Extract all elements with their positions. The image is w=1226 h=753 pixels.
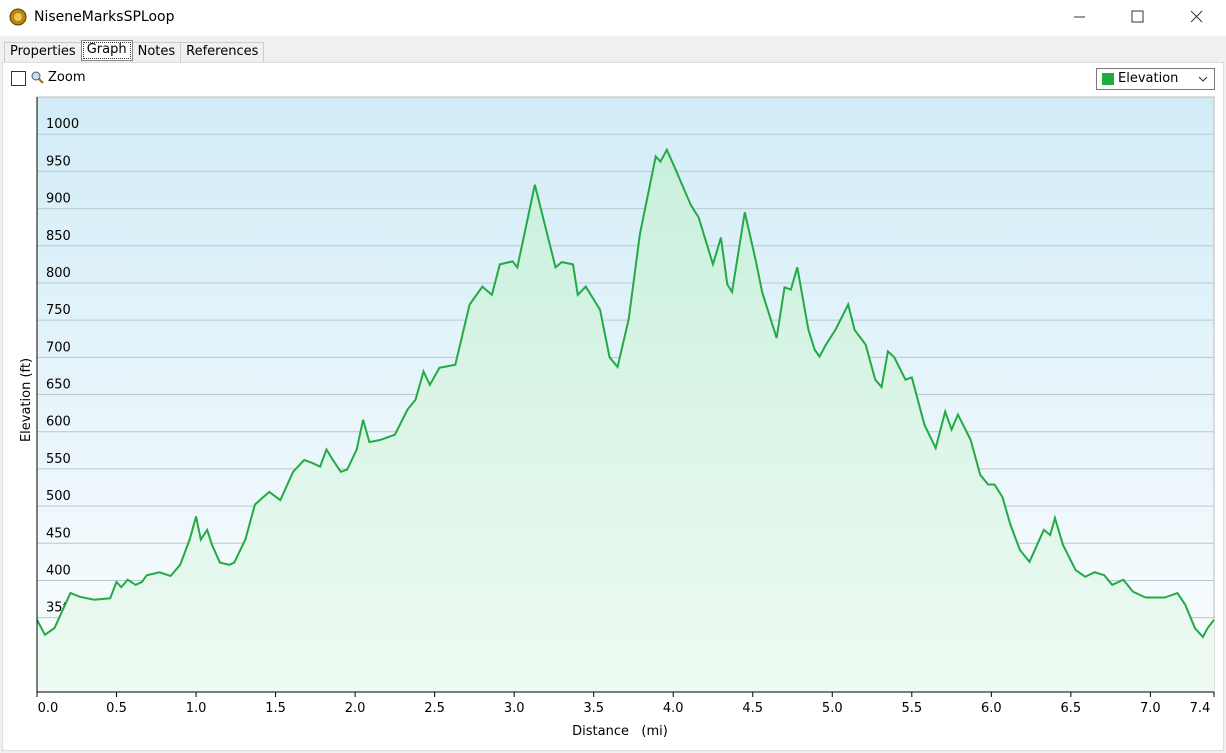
x-tick-label: 0.5 bbox=[106, 701, 127, 716]
window-title: NiseneMarksSPLoop bbox=[34, 9, 175, 25]
y-tick-label: 550 bbox=[46, 452, 71, 467]
y-tick-label: 1000 bbox=[46, 117, 79, 132]
y-tick-label: 600 bbox=[46, 415, 71, 430]
x-tick-label: 1.5 bbox=[265, 701, 286, 716]
x-tick-label: 3.0 bbox=[504, 701, 525, 716]
x-tick-label: 6.5 bbox=[1061, 701, 1082, 716]
x-tick-label: 0.0 bbox=[38, 701, 59, 716]
app-icon-inner bbox=[14, 13, 22, 21]
y-tick-label: 500 bbox=[46, 489, 71, 504]
x-tick-label: 2.0 bbox=[345, 701, 366, 716]
y-tick-label: 450 bbox=[46, 526, 71, 541]
y-tick-label: 400 bbox=[46, 563, 71, 578]
legend-label: Elevation bbox=[1118, 71, 1179, 86]
x-tick-label: 5.0 bbox=[822, 701, 843, 716]
title-bar: NiseneMarksSPLoop bbox=[0, 0, 1226, 36]
tab-selected[interactable]: Graph bbox=[80, 40, 133, 61]
x-tick-label: 7.4 bbox=[1190, 701, 1211, 716]
line bbox=[36, 147, 1215, 639]
legend-swatch bbox=[1102, 73, 1114, 85]
y-axis-title: Elevation (ft) bbox=[19, 358, 34, 442]
tab-bar: Properties Graph Notes References bbox=[4, 40, 265, 63]
x-tick-label: 4.5 bbox=[742, 701, 763, 716]
y-tick-label: 650 bbox=[46, 378, 71, 393]
title-icons bbox=[9, 8, 1203, 26]
x-tick-label: 7.0 bbox=[1140, 701, 1161, 716]
zoom-checkbox[interactable] bbox=[11, 71, 26, 86]
y-tick-label: 950 bbox=[46, 154, 71, 169]
y-tick-label: 900 bbox=[46, 192, 71, 207]
x-axis-title: Distance (mi) bbox=[572, 724, 668, 739]
tab[interactable]: Properties bbox=[4, 42, 82, 63]
y-tick-label: 700 bbox=[46, 340, 71, 355]
series-dropdown[interactable]: Elevation bbox=[1096, 68, 1215, 90]
area bbox=[37, 149, 1214, 692]
y-tick-label: 750 bbox=[46, 303, 71, 318]
x-tick-label: 3.5 bbox=[583, 701, 604, 716]
zoom-label: Zoom bbox=[48, 70, 86, 85]
tab[interactable]: Notes bbox=[131, 42, 182, 63]
x-tick-label: 1.0 bbox=[186, 701, 207, 716]
zoom-icon bbox=[31, 71, 44, 84]
close-button[interactable] bbox=[1190, 10, 1203, 23]
x-tick-label: 6.0 bbox=[981, 701, 1002, 716]
y-tick-label: 850 bbox=[46, 229, 71, 244]
x-tick-label: 4.0 bbox=[663, 701, 684, 716]
x-tick-label: 2.5 bbox=[424, 701, 445, 716]
maximize-button[interactable] bbox=[1131, 10, 1144, 23]
x-tick-label: 5.5 bbox=[901, 701, 922, 716]
dropdown-arrow bbox=[1198, 76, 1208, 82]
y-tick-label: 800 bbox=[46, 266, 71, 281]
